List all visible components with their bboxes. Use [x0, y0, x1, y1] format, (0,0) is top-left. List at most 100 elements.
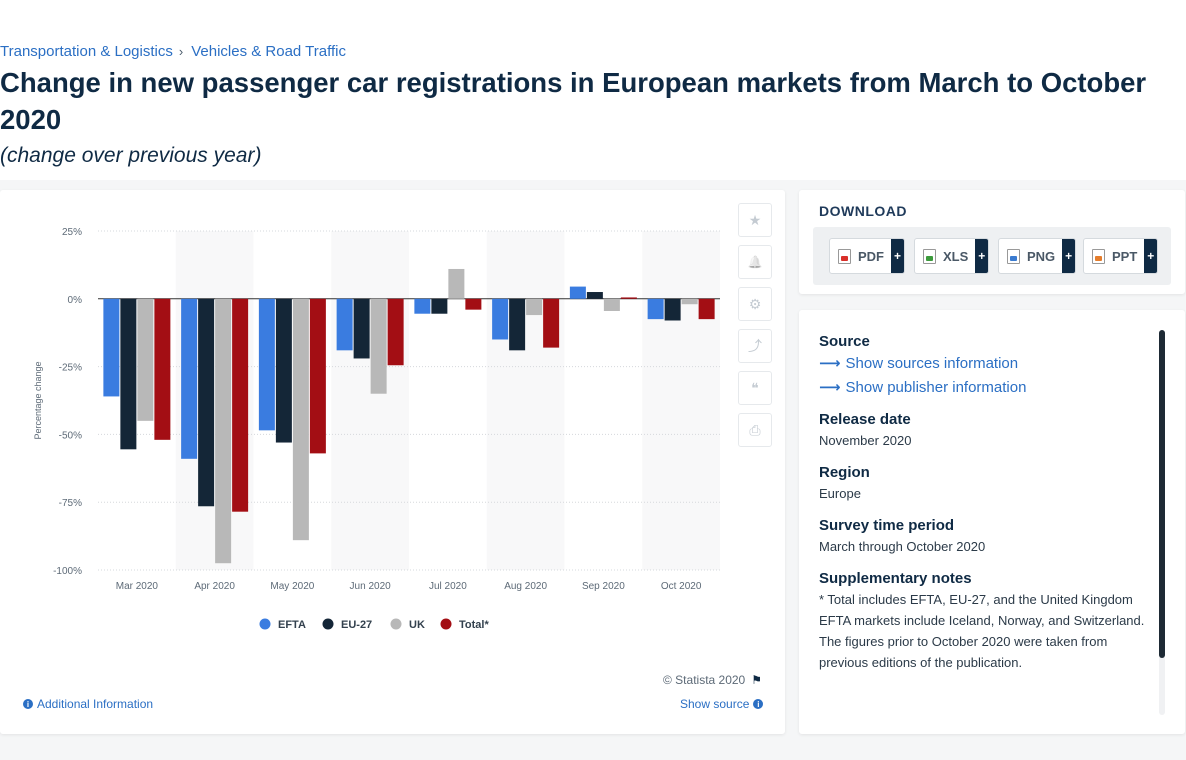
credit-text: © Statista 2020	[663, 673, 745, 687]
legend-label: EU-27	[341, 619, 372, 631]
bar-efta	[337, 299, 353, 351]
y-tick-label: -50%	[59, 430, 82, 441]
breadcrumb: Transportation & Logistics › Vehicles & …	[0, 43, 346, 60]
y-axis-label: Percentage change	[33, 361, 43, 439]
notes-heading: Supplementary notes	[819, 569, 1149, 589]
bar-uk	[215, 299, 231, 563]
bar-efta	[103, 299, 119, 397]
release-heading: Release date	[819, 410, 1149, 430]
plus-icon[interactable]: +	[975, 239, 988, 273]
legend-label: EFTA	[278, 619, 306, 631]
legend-label: UK	[409, 619, 425, 631]
bar-eu27	[198, 299, 214, 506]
print-icon[interactable]: ⎙	[738, 413, 772, 447]
region-heading: Region	[819, 463, 1149, 483]
arrow-right-icon: ⟶	[819, 352, 841, 376]
x-tick-label: Sep 2020	[582, 581, 625, 592]
bar-uk	[526, 299, 542, 315]
ppt-file-icon	[1092, 249, 1105, 264]
bar-efta	[570, 287, 586, 299]
bar-total	[543, 299, 559, 348]
arrow-right-icon: ⟶	[819, 376, 841, 400]
bar-eu27	[509, 299, 525, 351]
breadcrumb-item-transportation[interactable]: Transportation & Logistics	[0, 43, 173, 60]
download-ppt-button[interactable]: PPT +	[1083, 238, 1158, 274]
quote-icon[interactable]: ❝	[738, 371, 772, 405]
page-title: Change in new passenger car registration…	[0, 64, 1170, 138]
show-publisher-link[interactable]: ⟶ Show publisher information	[819, 376, 1149, 400]
bar-total	[154, 299, 170, 440]
x-tick-label: Jul 2020	[429, 581, 467, 592]
y-tick-label: 0%	[68, 295, 83, 306]
source-heading: Source	[819, 332, 1149, 352]
bar-efta	[259, 299, 275, 431]
png-file-icon	[1007, 249, 1020, 264]
statista-credit: © Statista 2020 ⚑	[663, 673, 762, 687]
page-subtitle: (change over previous year)	[0, 144, 261, 168]
bar-uk	[604, 299, 620, 311]
info-icon: i	[23, 699, 33, 709]
breadcrumb-item-vehicles[interactable]: Vehicles & Road Traffic	[191, 43, 346, 60]
legend-marker	[260, 619, 271, 630]
y-tick-label: 25%	[62, 227, 82, 238]
bar-total	[465, 299, 481, 310]
show-sources-link[interactable]: ⟶ Show sources information	[819, 352, 1149, 376]
download-card: DOWNLOAD PDF + XLS + PNG + PPT +	[799, 190, 1185, 294]
x-tick-label: Oct 2020	[661, 581, 702, 592]
star-icon[interactable]: ★	[738, 203, 772, 237]
bell-icon[interactable]: 🔔	[738, 245, 772, 279]
plus-icon[interactable]: +	[1062, 239, 1075, 273]
bar-total	[232, 299, 248, 512]
category-band	[487, 231, 565, 570]
note-previous: The figures prior to October 2020 were t…	[819, 631, 1149, 673]
bar-eu27	[120, 299, 136, 450]
bar-efta	[492, 299, 508, 340]
y-tick-label: -75%	[59, 498, 82, 509]
release-value: November 2020	[819, 430, 1149, 451]
download-title: DOWNLOAD	[819, 203, 907, 219]
share-icon[interactable]: ⤴	[738, 329, 772, 363]
additional-info-link[interactable]: i Additional Information	[19, 697, 153, 711]
bar-eu27	[276, 299, 292, 443]
bar-uk	[137, 299, 153, 421]
show-source-label: Show source	[680, 697, 749, 711]
scroll-thumb[interactable]	[1159, 330, 1165, 658]
bar-eu27	[665, 299, 681, 321]
bar-eu27	[354, 299, 370, 359]
x-tick-label: May 2020	[270, 581, 314, 592]
bar-efta	[181, 299, 197, 459]
flag-icon[interactable]: ⚑	[751, 673, 762, 687]
survey-heading: Survey time period	[819, 516, 1149, 536]
bar-uk	[293, 299, 309, 540]
plus-icon[interactable]: +	[891, 239, 904, 273]
bar-total	[388, 299, 404, 365]
breadcrumb-separator: ›	[179, 44, 183, 59]
scrollbar[interactable]	[1159, 330, 1165, 715]
bar-uk	[448, 269, 464, 299]
legend-marker	[441, 619, 452, 630]
download-png-button[interactable]: PNG +	[998, 238, 1076, 274]
legend-marker	[391, 619, 402, 630]
note-total: * Total includes EFTA, EU-27, and the Un…	[819, 589, 1149, 610]
bar-chart: 25%0%-25%-50%-75%-100%Percentage changeM…	[0, 190, 785, 650]
bar-total	[621, 297, 637, 298]
x-tick-label: Mar 2020	[116, 581, 159, 592]
y-tick-label: -100%	[53, 566, 82, 577]
xls-file-icon	[923, 249, 936, 264]
download-xls-button[interactable]: XLS +	[914, 238, 989, 274]
legend-marker	[323, 619, 334, 630]
chart-card: 25% 0% -25% -50% -75% -100% Percentage change M…	[0, 190, 785, 734]
bar-total	[699, 299, 715, 319]
bar-eu27	[431, 299, 447, 314]
x-tick-label: Aug 2020	[504, 581, 547, 592]
bar-eu27	[587, 292, 603, 299]
download-pdf-button[interactable]: PDF +	[829, 238, 905, 274]
gear-icon[interactable]: ⚙	[738, 287, 772, 321]
show-source-link[interactable]: Show source i	[680, 697, 767, 711]
plus-icon[interactable]: +	[1144, 239, 1157, 273]
bar-uk	[682, 299, 698, 304]
source-details[interactable]: Source ⟶ Show sources information ⟶ Show p…	[819, 332, 1149, 714]
x-tick-label: Apr 2020	[194, 581, 235, 592]
additional-info-label: Additional Information	[37, 697, 153, 711]
note-efta: EFTA markets include Iceland, Norway, an…	[819, 610, 1149, 631]
